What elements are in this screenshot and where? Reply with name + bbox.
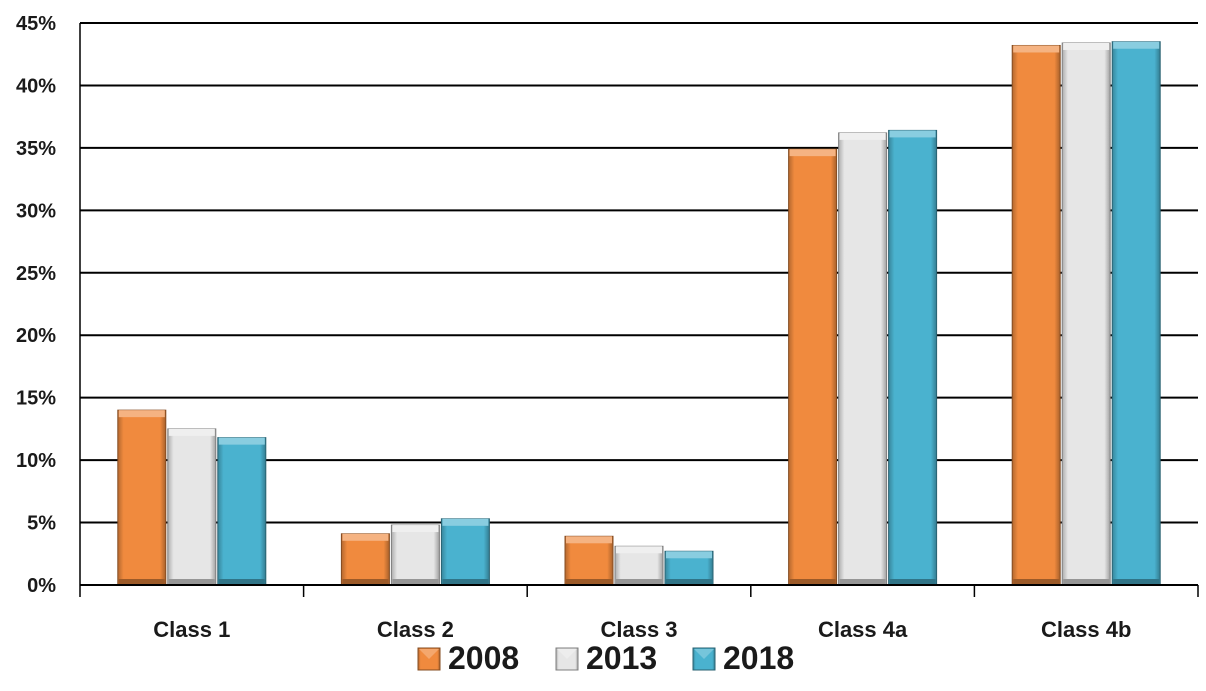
y-tick-label: 30% (16, 200, 56, 222)
legend: 2008 2013 2018 (417, 640, 794, 676)
x-axis: Class 1 Class 2 Class 3 Class 4a Class 4b (80, 584, 1199, 642)
x-tick-label: Class 1 (153, 617, 230, 642)
x-tick-label: Class 4a (818, 617, 908, 642)
bar-2013-class-4a (838, 132, 888, 586)
gridlines (80, 22, 1198, 524)
x-tick-label: Class 2 (377, 617, 454, 642)
bar-2013-class-3 (614, 545, 664, 586)
y-tick-label: 0% (27, 575, 56, 597)
bar-2018-class-4a (888, 129, 938, 586)
y-tick-label: 40% (16, 75, 56, 97)
legend-label: 2018 (723, 640, 794, 676)
bar-2008-class-3 (564, 535, 614, 586)
y-tick-label: 25% (16, 263, 56, 285)
legend-item-2008: 2008 (417, 640, 519, 676)
bar-2018-class-4b (1111, 41, 1161, 586)
bar-2018-class-1 (217, 437, 267, 586)
bars (117, 41, 1161, 586)
y-tick-label: 15% (16, 388, 56, 410)
bar-2013-class-2 (390, 524, 440, 586)
y-tick-label: 35% (16, 138, 56, 160)
bar-2018-class-2 (440, 518, 490, 586)
y-axis: 0% 5% 10% 15% 20% 25% 30% 35% 40% 45% (16, 13, 81, 597)
legend-item-2018: 2018 (692, 640, 794, 676)
bar-2013-class-4b (1061, 42, 1111, 586)
bar-2013-class-1 (167, 428, 217, 586)
y-tick-label: 5% (27, 513, 56, 535)
bar-2008-class-4a (788, 148, 838, 586)
bar-2018-class-3 (664, 550, 714, 586)
y-tick-label: 20% (16, 325, 56, 347)
y-tick-label: 10% (16, 450, 56, 472)
legend-item-2013: 2013 (555, 640, 657, 676)
y-tick-label: 45% (16, 13, 56, 35)
x-tick-label: Class 3 (600, 617, 677, 642)
bar-2008-class-1 (117, 409, 167, 586)
legend-label: 2008 (448, 640, 519, 676)
x-tick-label: Class 4b (1041, 617, 1132, 642)
legend-label: 2013 (586, 640, 657, 676)
bar-2008-class-4b (1011, 44, 1061, 586)
bar-2008-class-2 (340, 533, 390, 586)
